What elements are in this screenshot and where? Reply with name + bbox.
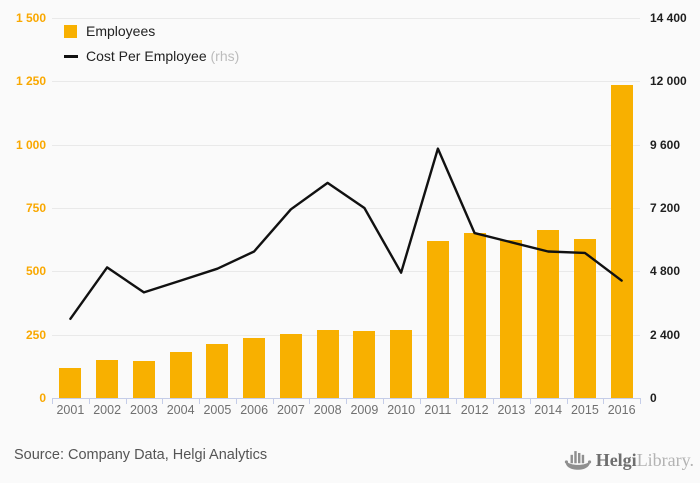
gridline <box>52 271 640 273</box>
gridline <box>52 334 640 336</box>
bar-2008[interactable] <box>316 330 339 398</box>
plot-area <box>52 18 641 404</box>
x-axis-label-2008: 2008 <box>313 403 342 417</box>
x-axis-label-2009: 2009 <box>350 403 379 417</box>
right-axis-tick-label: 12 000 <box>650 74 687 89</box>
bar-2011[interactable] <box>426 240 449 398</box>
bar-2006[interactable] <box>243 338 266 398</box>
helgi-ship-icon <box>564 451 591 470</box>
x-axis-tick <box>346 398 347 404</box>
right-axis-tick-label: 9 600 <box>650 137 681 152</box>
cost-per-employee-line <box>69 147 623 320</box>
right-axis-labels: 14 400 12 000 9 600 7 200 4 800 2 400 0 <box>650 11 700 405</box>
bar-2010[interactable] <box>390 330 413 398</box>
x-axis-tick <box>235 398 237 404</box>
gridline <box>52 18 640 19</box>
x-axis-tick <box>162 398 164 404</box>
x-axis-label-2003: 2003 <box>129 403 158 417</box>
gridline <box>52 144 640 146</box>
left-axis-tick-label: 1 250 <box>15 74 46 89</box>
right-axis-tick-label: 2 400 <box>650 327 681 342</box>
bar-2016[interactable] <box>610 85 633 398</box>
x-axis-tick <box>88 398 90 404</box>
right-axis-tick-label: 0 <box>650 391 657 405</box>
line-series-path <box>69 147 623 320</box>
bar-2005[interactable] <box>206 344 229 398</box>
x-axis-label-2010: 2010 <box>387 403 416 417</box>
left-axis-tick-label: 250 <box>25 327 46 342</box>
bar-2015[interactable] <box>573 238 596 398</box>
legend-item-employees[interactable]: Employees <box>64 23 239 39</box>
logo-text: HelgiLibrary. <box>595 449 694 470</box>
x-axis-label-2012: 2012 <box>460 403 489 417</box>
left-axis-tick-label: 500 <box>25 264 46 279</box>
x-axis-label-2006: 2006 <box>240 403 269 417</box>
right-axis-tick-label: 4 800 <box>650 264 681 279</box>
x-axis-tick <box>272 398 274 404</box>
gridline <box>52 208 640 209</box>
x-axis-label-2004: 2004 <box>166 403 195 417</box>
x-axis-tick <box>52 398 53 404</box>
legend: Employees Cost Per Employee (rhs) <box>64 23 239 73</box>
left-axis-labels: 1 500 1 250 1 000 750 500 250 0 <box>0 11 46 405</box>
rhs-suffix: (rhs) <box>210 48 240 64</box>
cost-line-swatch-icon <box>64 54 78 58</box>
employees-swatch-icon <box>64 24 77 38</box>
x-axis-tick <box>566 398 568 404</box>
x-axis-tick <box>603 398 605 404</box>
x-axis-label-2005: 2005 <box>203 403 232 417</box>
bar-2013[interactable] <box>500 240 523 398</box>
right-axis-tick-label: 14 400 <box>650 11 687 25</box>
x-axis-tick <box>419 398 421 404</box>
x-axis-label-2013: 2013 <box>497 403 526 417</box>
bar-2014[interactable] <box>537 230 560 398</box>
helgi-library-logo[interactable]: HelgiLibrary. <box>564 448 694 471</box>
x-axis-label-2014: 2014 <box>534 403 563 417</box>
left-axis-tick-label: 1 500 <box>15 11 46 25</box>
bar-2004[interactable] <box>169 352 192 398</box>
x-axis-tick <box>529 398 531 404</box>
x-axis-labels: 2001 2002 2003 2004 2005 2006 2007 2008 2009 2010… <box>52 403 640 419</box>
x-axis-tick <box>456 398 458 404</box>
x-axis-label-2016: 2016 <box>607 403 636 417</box>
bar-2009[interactable] <box>353 331 376 398</box>
legend-item-cost-per-employee[interactable]: Cost Per Employee (rhs) <box>64 48 239 64</box>
bar-2012[interactable] <box>463 232 486 398</box>
x-axis-label-2015: 2015 <box>570 403 599 417</box>
legend-label-cost: Cost Per Employee (rhs) <box>86 48 240 64</box>
left-axis-tick-label: 750 <box>25 201 46 215</box>
x-axis-tick <box>493 398 494 404</box>
x-axis-tick <box>199 398 200 404</box>
left-axis-tick-label: 0 <box>39 391 46 405</box>
x-axis-tick <box>309 398 311 404</box>
x-axis-label-2001: 2001 <box>56 403 85 417</box>
left-axis-tick-label: 1 000 <box>15 137 46 152</box>
x-axis-tick <box>640 398 641 404</box>
bar-2002[interactable] <box>96 360 119 398</box>
bar-2001[interactable] <box>59 367 82 398</box>
x-axis-tick <box>382 398 384 404</box>
x-axis-label-2011: 2011 <box>424 403 452 417</box>
x-axis-tick <box>125 398 127 404</box>
x-axis-label-2002: 2002 <box>93 403 122 417</box>
gridline <box>52 81 640 83</box>
bar-2003[interactable] <box>132 360 155 398</box>
right-axis-tick-label: 7 200 <box>650 201 681 215</box>
legend-label-employees: Employees <box>86 23 156 39</box>
source-text: Source: Company Data, Helgi Analytics <box>14 447 268 463</box>
bar-2007[interactable] <box>279 334 302 398</box>
x-axis-label-2007: 2007 <box>276 403 305 417</box>
